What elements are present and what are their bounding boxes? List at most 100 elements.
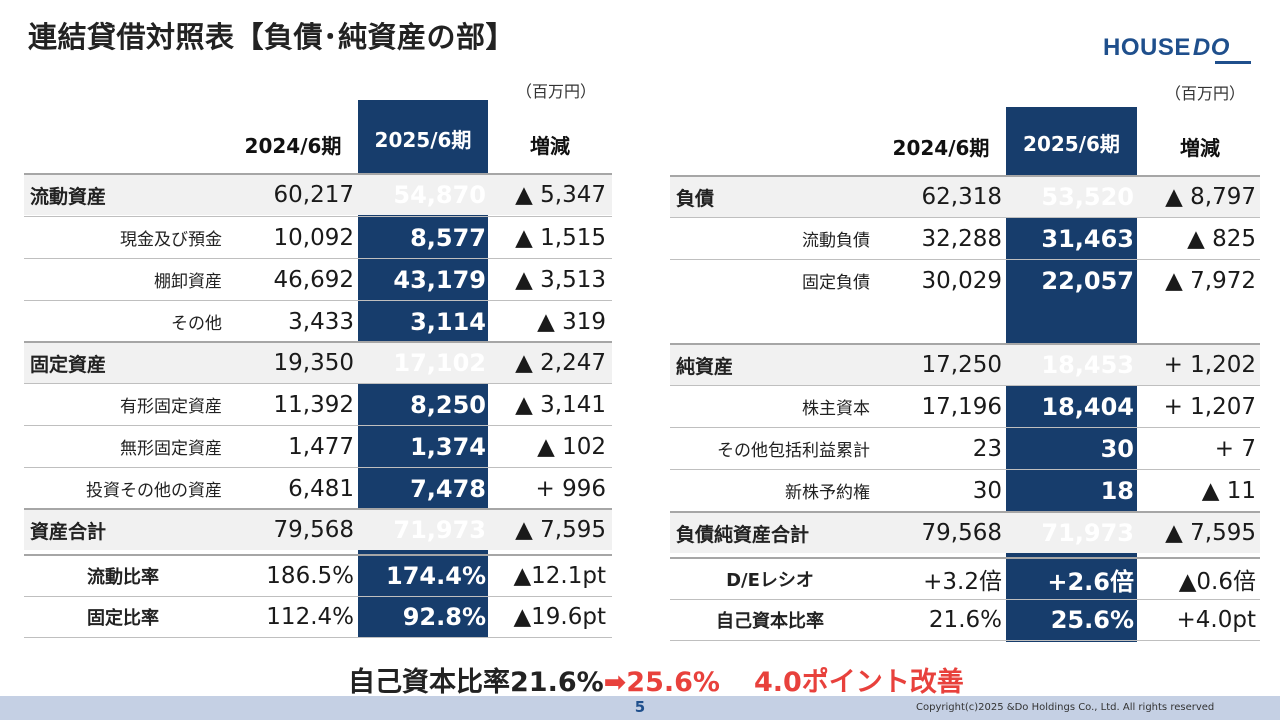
table-row: 投資その他の資産 6,481 7,478 + 996 — [24, 467, 612, 509]
prev-value: 11,392 — [273, 391, 354, 418]
table-row: 流動負債 32,288 31,463 ▲ 825 — [670, 217, 1260, 259]
summary-arrow-icon: ➡ — [603, 667, 627, 698]
change-value: ▲ 5,347 — [515, 182, 606, 208]
prev-value: 30,029 — [921, 267, 1002, 294]
prev-value: 23 — [972, 435, 1002, 462]
table-row: 現金及び預金 10,092 8,577 ▲ 1,515 — [24, 216, 612, 258]
prev-value: 6,481 — [288, 475, 354, 502]
change-value: ▲19.6pt — [513, 604, 606, 630]
prev-value: 60,217 — [273, 182, 354, 208]
left-header-curr: 2025/6期 — [374, 128, 472, 152]
row-label: 純資産 — [676, 355, 734, 378]
major-row: 負債純資産合計 79,568 71,973 ▲ 7,595 — [670, 511, 1260, 553]
prev-value: 21.6% — [928, 607, 1002, 633]
change-value: ▲0.6倍 — [1178, 569, 1256, 595]
row-label: 有形固定資産 — [120, 397, 222, 417]
row-label: 無形固定資産 — [120, 439, 222, 459]
left-unit-label: （百万円） — [516, 82, 597, 101]
table-row: 株主資本 17,196 18,404 + 1,207 — [670, 385, 1260, 427]
change-value: + 7 — [1214, 435, 1256, 462]
row-label: 株主資本 — [802, 399, 870, 419]
logo-accent-text: DO — [1192, 34, 1230, 61]
ratio-row: 固定比率 112.4% 92.8% ▲19.6pt — [24, 596, 612, 638]
row-label: その他包括利益累計 — [717, 441, 870, 461]
change-value: ▲ 3,141 — [515, 391, 606, 418]
change-value: + 996 — [535, 475, 606, 502]
change-value: + 1,202 — [1163, 352, 1256, 378]
row-label: 固定負債 — [802, 273, 870, 293]
curr-value: +2.6倍 — [1047, 567, 1134, 596]
prev-value: 10,092 — [273, 224, 354, 251]
row-label: 流動資産 — [30, 185, 107, 208]
curr-value: 18,404 — [1041, 392, 1134, 421]
row-label: 資産合計 — [30, 520, 107, 543]
copyright-text: Copyright(c)2025 &Do Holdings Co., Ltd. … — [916, 702, 1215, 713]
curr-value: 18,453 — [1041, 351, 1134, 379]
right-header-change: 増減 — [1180, 136, 1220, 160]
ratio-row: D/Eレシオ +3.2倍 +2.6倍 ▲0.6倍 — [670, 557, 1260, 599]
curr-value: 71,973 — [1041, 519, 1134, 547]
change-value: ▲ 11 — [1201, 477, 1256, 504]
curr-value: 43,179 — [393, 265, 486, 294]
change-value: ▲ 825 — [1187, 225, 1256, 252]
logo-underline — [1215, 61, 1251, 64]
prev-value: 19,350 — [273, 350, 354, 376]
row-label: 投資その他の資産 — [86, 481, 222, 501]
page-title: 連結貸借対照表【負債･純資産の部】 — [28, 20, 516, 54]
table-row: 固定負債 30,029 22,057 ▲ 7,972 — [670, 259, 1260, 301]
prev-value: 62,318 — [921, 184, 1002, 210]
curr-value: 8,250 — [410, 390, 486, 419]
row-label: 流動負債 — [802, 231, 870, 251]
curr-value: 71,973 — [393, 516, 486, 544]
prev-value: 3,433 — [288, 308, 354, 335]
company-logo: HOUSEDO — [1103, 34, 1258, 64]
curr-value: 174.4% — [386, 562, 486, 590]
table-row: その他包括利益累計 23 30 + 7 — [670, 427, 1260, 469]
curr-value: 18 — [1100, 476, 1134, 505]
table-row: 新株予約権 30 18 ▲ 11 — [670, 469, 1260, 511]
curr-value: 53,520 — [1041, 183, 1134, 211]
curr-value: 92.8% — [402, 603, 486, 631]
change-value: ▲ 3,513 — [515, 266, 606, 293]
curr-value: 3,114 — [410, 307, 486, 336]
logo-main-text: HOUSE — [1103, 34, 1191, 61]
row-label: 固定比率 — [87, 608, 159, 629]
change-value: +4.0pt — [1176, 607, 1256, 633]
row-label: 現金及び預金 — [120, 230, 222, 250]
curr-value: 22,057 — [1041, 266, 1134, 295]
curr-value: 17,102 — [393, 349, 486, 377]
curr-value: 1,374 — [410, 432, 486, 461]
row-label: 負債純資産合計 — [676, 523, 810, 546]
left-header-prev: 2024/6期 — [244, 134, 342, 158]
summary-value: 25.6% — [626, 667, 720, 698]
major-row: 資産合計 79,568 71,973 ▲ 7,595 — [24, 508, 612, 550]
curr-value: 25.6% — [1050, 606, 1134, 634]
curr-value: 31,463 — [1041, 224, 1134, 253]
table-row: 棚卸資産 46,692 43,179 ▲ 3,513 — [24, 258, 612, 300]
left-header-change: 増減 — [530, 134, 570, 158]
prev-value: 32,288 — [921, 225, 1002, 252]
prev-value: 17,250 — [921, 352, 1002, 378]
curr-value: 8,577 — [410, 223, 486, 252]
row-label: 流動比率 — [87, 567, 159, 588]
ratio-row: 自己資本比率 21.6% 25.6% +4.0pt — [670, 599, 1260, 641]
table-row: 有形固定資産 11,392 8,250 ▲ 3,141 — [24, 383, 612, 425]
change-value: ▲12.1pt — [513, 563, 606, 589]
change-value: ▲ 1,515 — [515, 224, 606, 251]
major-row: 負債 62,318 53,520 ▲ 8,797 — [670, 175, 1260, 217]
row-label: D/Eレシオ — [726, 570, 814, 591]
footer-bar: 5 Copyright(c)2025 &Do Holdings Co., Ltd… — [0, 696, 1280, 720]
major-row: 純資産 17,250 18,453 + 1,202 — [670, 343, 1260, 385]
row-label: 新株予約権 — [785, 483, 870, 503]
row-label: 負債 — [676, 187, 715, 210]
right-header-prev: 2024/6期 — [892, 136, 990, 160]
row-label: 棚卸資産 — [154, 272, 222, 292]
prev-value: 46,692 — [273, 266, 354, 293]
change-value: + 1,207 — [1163, 393, 1256, 420]
prev-value: 112.4% — [266, 604, 354, 630]
row-label: 固定資産 — [30, 353, 107, 376]
change-value: ▲ 7,595 — [515, 517, 606, 543]
change-value: ▲ 7,595 — [1165, 520, 1256, 546]
right-header-curr: 2025/6期 — [1023, 132, 1120, 156]
row-label: その他 — [171, 314, 222, 334]
